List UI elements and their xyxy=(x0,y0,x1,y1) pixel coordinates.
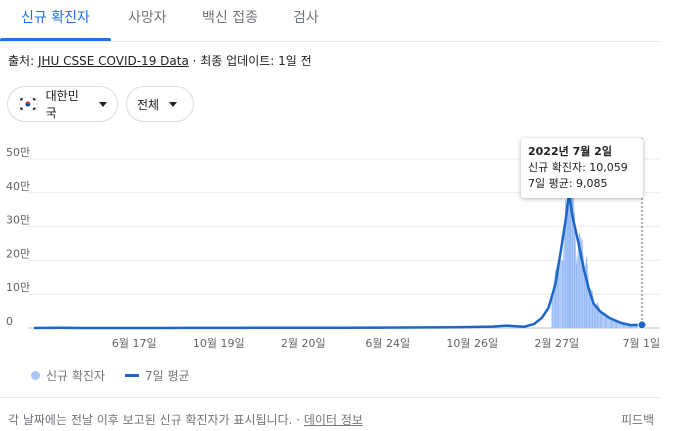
source-line: 출처: JHU CSSE COVID-19 Data · 최종 업데이트: 1일… xyxy=(8,52,312,69)
chart-tooltip: 2022년 7월 2일 신규 확진자: 10,059 7일 평균: 9,085 xyxy=(521,138,643,198)
footer-divider xyxy=(0,397,660,398)
data-info-link[interactable]: 데이터 정보 xyxy=(303,413,363,427)
feedback-link[interactable]: 피드백 xyxy=(621,413,655,427)
korea-flag-icon xyxy=(18,97,38,111)
x-tick-label: 2월 27일 xyxy=(534,336,579,350)
dropdown-arrow-icon xyxy=(99,101,107,107)
tooltip-date: 2022년 7월 2일 xyxy=(528,145,612,158)
tooltip-average: 7일 평균: 9,085 xyxy=(528,177,608,190)
cases-legend-label: 신규 확진자 xyxy=(46,369,106,383)
hover-marker xyxy=(637,138,647,330)
tab-deaths[interactable]: 사망자 xyxy=(128,10,167,26)
scope-dropdown[interactable]: 전체 xyxy=(126,86,194,122)
country-dropdown[interactable]: 대한민국 xyxy=(7,86,118,122)
tooltip-cases: 신규 확진자: 10,059 xyxy=(528,161,628,174)
country-label: 대한민국 xyxy=(45,89,79,120)
x-axis-labels: 6월 17일 10월 19일 2월 20일 6월 24일 10월 26일 2월 27일 7월… xyxy=(112,336,660,350)
y-tick-label: 10만 xyxy=(6,281,30,294)
cases-legend-swatch xyxy=(31,371,40,380)
hover-point xyxy=(637,320,647,330)
last-updated: · 최종 업데이트: 1일 전 xyxy=(188,54,312,68)
active-tab-indicator xyxy=(0,38,111,41)
tab-testing[interactable]: 검사 xyxy=(293,10,319,26)
tab-bar: 신규 확진자 사망자 백신 접종 검사 xyxy=(0,0,660,42)
tab-new-cases[interactable]: 신규 확진자 xyxy=(21,10,90,26)
scope-label: 전체 xyxy=(137,97,160,112)
footer-note: 각 날짜에는 전날 이후 보고된 신규 확진자가 표시됩니다. · 데이터 정보 xyxy=(8,411,363,428)
footer-text: 각 날짜에는 전날 이후 보고된 신규 확진자가 표시됩니다. · xyxy=(8,413,304,427)
dropdown-arrow-icon xyxy=(169,101,178,107)
y-tick-label: 40만 xyxy=(6,180,30,193)
y-tick-label: 50만 xyxy=(6,146,30,159)
x-tick-label: 2월 20일 xyxy=(281,336,326,350)
x-tick-label: 10월 26일 xyxy=(446,336,498,350)
y-tick-label: 30만 xyxy=(6,214,30,227)
chart-legend: 신규 확진자 7일 평균 xyxy=(31,367,190,384)
x-tick-label: 6월 17일 xyxy=(112,336,157,350)
y-tick-label: 0 xyxy=(6,315,13,328)
seven-day-average-line xyxy=(33,191,643,330)
source-prefix: 출처: xyxy=(8,54,38,68)
source-link[interactable]: JHU CSSE COVID-19 Data xyxy=(37,54,189,68)
tab-vaccination[interactable]: 백신 접종 xyxy=(202,10,258,26)
average-legend-swatch xyxy=(125,374,140,377)
y-tick-label: 20만 xyxy=(6,247,30,260)
y-axis-labels: 0 10만 20만 30만 40만 50만 xyxy=(6,146,30,328)
cases-chart[interactable]: 0 10만 20만 30만 40만 50만 6월 17일 10월 19일 2월 20일 6월 2… xyxy=(0,130,679,360)
seven-day-average-path xyxy=(33,191,643,330)
x-tick-label: 6월 24일 xyxy=(365,336,410,350)
x-tick-label: 10월 19일 xyxy=(193,336,245,350)
x-tick-label: 7월 1일 xyxy=(622,336,660,350)
average-legend-label: 7일 평균 xyxy=(145,369,190,383)
